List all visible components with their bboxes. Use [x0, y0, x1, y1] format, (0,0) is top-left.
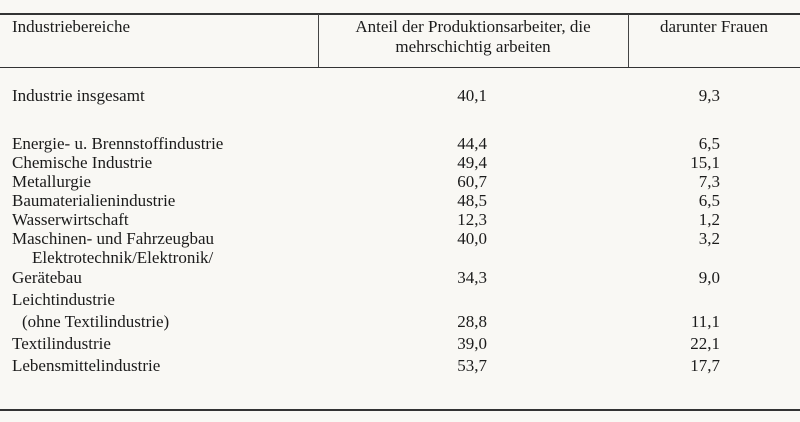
row-label: Lebensmittelindustrie: [12, 356, 161, 375]
women-value: 6,5: [698, 191, 720, 210]
header-rule: [0, 67, 800, 68]
women-value: 15,1: [690, 153, 720, 172]
table-row: Industrie insgesamt 40,1 9,3: [0, 86, 800, 106]
row-label: Chemische Industrie: [12, 153, 153, 172]
row-label: Elektrotechnik/Elektronik/: [32, 248, 214, 267]
row-label: Baumaterialienindustrie: [12, 191, 176, 210]
share-value: 49,4: [457, 153, 487, 172]
table-row: Metallurgie 60,7 7,3: [0, 172, 800, 192]
row-label: Wasserwirtschaft: [12, 210, 129, 229]
table-row: Wasserwirtschaft 12,3 1,2: [0, 210, 800, 230]
share-value: 40,1: [457, 86, 487, 105]
row-label-continued: (ohne Textilindustrie): [22, 312, 170, 331]
share-value: 28,8: [457, 312, 487, 331]
share-value: 44,4: [457, 134, 487, 153]
table-row: (ohne Textilindustrie) 28,8 11,1: [0, 312, 800, 332]
share-value: 48,5: [457, 191, 487, 210]
share-value: 40,0: [457, 229, 487, 248]
women-value: 11,1: [690, 312, 720, 331]
header-share-line1: Anteil der Produktionsarbeiter, die: [355, 17, 591, 36]
header-industry: Industriebereiche: [12, 17, 130, 36]
row-label: Leichtindustrie: [12, 290, 115, 309]
share-value: 12,3: [457, 210, 487, 229]
bottom-rule: [0, 409, 800, 411]
top-rule: [0, 13, 800, 15]
row-label: Metallurgie: [12, 172, 91, 191]
table-row: Textilindustrie 39,0 22,1: [0, 334, 800, 354]
share-value: 60,7: [457, 172, 487, 191]
women-value: 9,3: [698, 86, 720, 105]
women-value: 3,2: [698, 229, 720, 248]
table-row: Elektrotechnik/Elektronik/: [0, 248, 800, 268]
header-share-line2: mehrschichtig arbeiten: [395, 37, 551, 56]
table-row: Baumaterialienindustrie 48,5 6,5: [0, 191, 800, 211]
row-label: Energie- u. Brennstoffindustrie: [12, 134, 224, 153]
table-row: Energie- u. Brennstoffindustrie 44,4 6,5: [0, 134, 800, 154]
row-label: Textilindustrie: [12, 334, 111, 353]
row-label: Industrie insgesamt: [12, 86, 145, 105]
row-label-continued: Gerätebau: [12, 268, 82, 287]
women-value: 17,7: [690, 356, 720, 375]
table-row: Lebensmittelindustrie 53,7 17,7: [0, 356, 800, 376]
women-value: 1,2: [698, 210, 720, 229]
table-row: Maschinen- und Fahrzeugbau 40,0 3,2: [0, 229, 800, 249]
row-label: Maschinen- und Fahrzeugbau: [12, 229, 215, 248]
share-value: 34,3: [457, 268, 487, 287]
women-value: 6,5: [698, 134, 720, 153]
column-divider: [318, 14, 319, 68]
column-divider: [628, 14, 629, 68]
share-value: 39,0: [457, 334, 487, 353]
share-value: 53,7: [457, 356, 487, 375]
women-value: 9,0: [698, 268, 720, 287]
table-row: Leichtindustrie: [0, 290, 800, 310]
header-women: darunter Frauen: [659, 17, 769, 36]
table-row: Chemische Industrie 49,4 15,1: [0, 153, 800, 173]
women-value: 7,3: [698, 172, 720, 191]
table-row: Gerätebau 34,3 9,0: [0, 268, 800, 288]
women-value: 22,1: [690, 334, 720, 353]
